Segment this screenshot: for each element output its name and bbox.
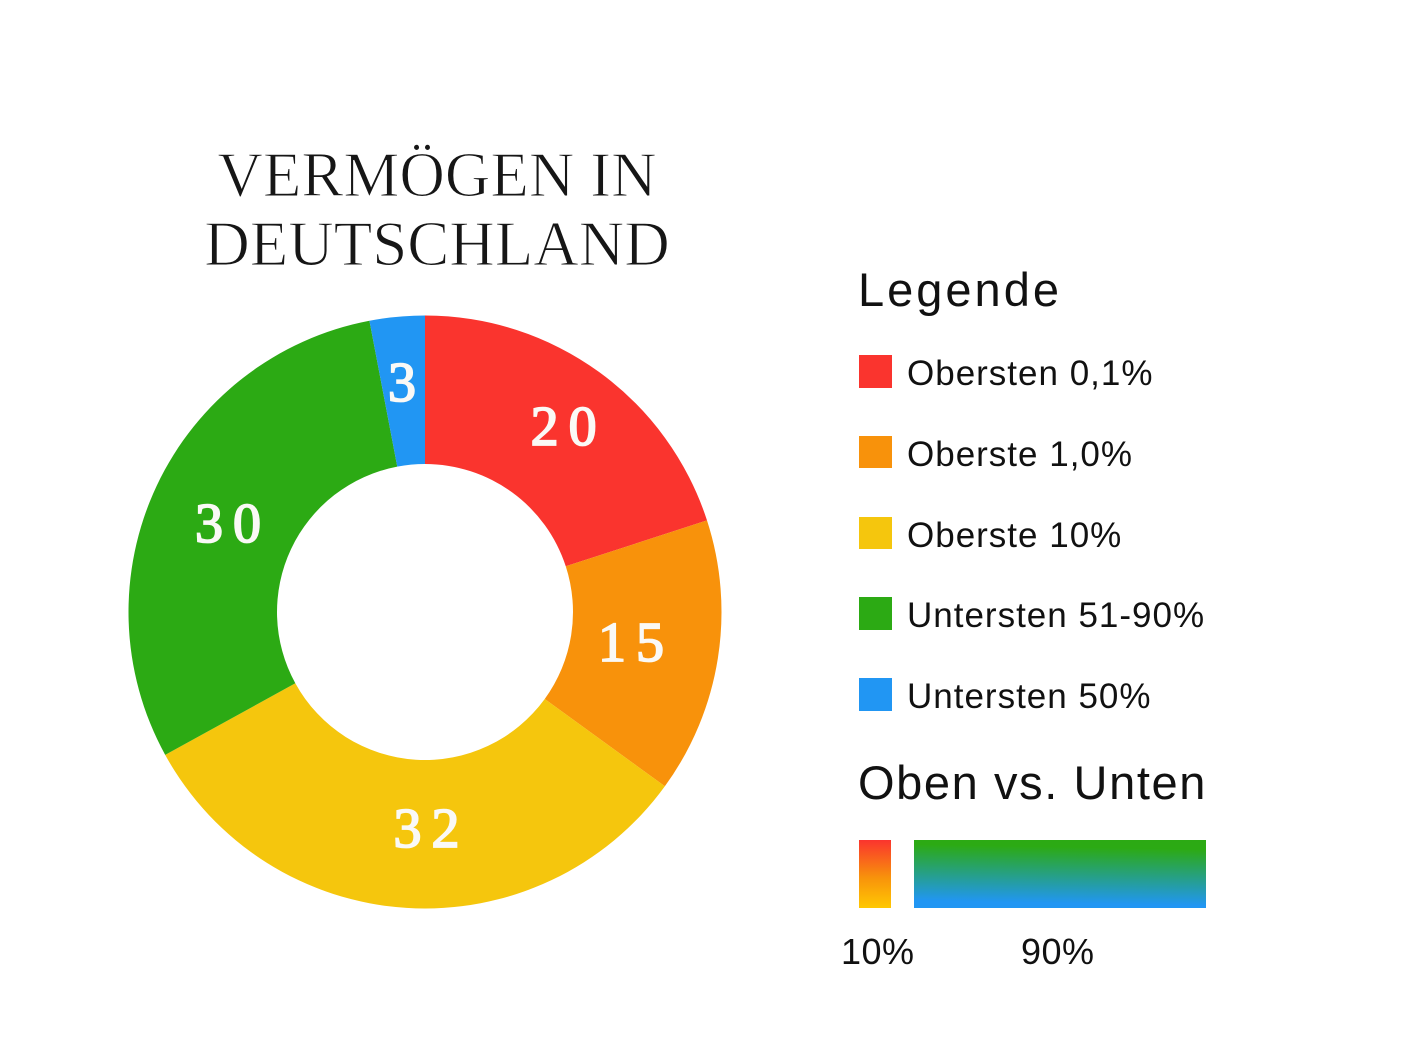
- svg-text:32: 32: [394, 798, 470, 860]
- svg-text:20: 20: [531, 396, 607, 458]
- svg-text:30: 30: [195, 493, 271, 555]
- svg-text:3: 3: [388, 352, 416, 414]
- svg-text:15: 15: [598, 612, 674, 674]
